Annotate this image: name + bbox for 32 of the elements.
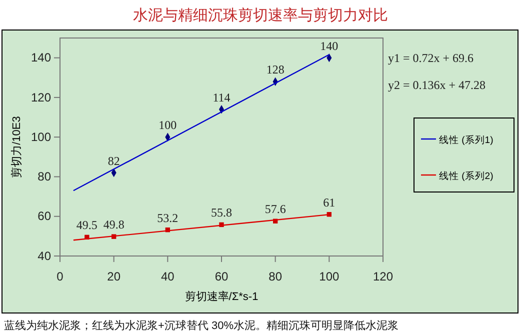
legend-label: 线性 (系列2) <box>439 170 494 182</box>
text: y1 = 0.72x + 69.6 <box>388 51 474 65</box>
data-label: 49.5 <box>76 218 98 232</box>
text: 蓝线为纯水泥浆；红线为水泥浆+沉球替代 30%水泥。精细沉珠可明显降低水泥浆 <box>4 319 398 332</box>
y-axis-title: 剪切力/10E3 <box>10 116 23 178</box>
text: y2 = 0.136x + 47.28 <box>388 78 486 92</box>
chart-title: 水泥与精细沉珠剪切速率与剪切力对比 <box>133 7 388 24</box>
data-label: 128 <box>266 62 284 77</box>
data-label: 82 <box>108 154 120 168</box>
y-tick-label: 140 <box>30 50 52 65</box>
data-label: 57.6 <box>264 202 286 216</box>
x-tick-label: 60 <box>214 270 228 284</box>
data-label: 53.2 <box>157 210 178 225</box>
x-tick-label: 20 <box>107 270 121 284</box>
x-tick-label: 120 <box>372 270 394 284</box>
data-label: 140 <box>320 38 338 53</box>
x-tick-label: 80 <box>268 270 282 284</box>
data-label: 100 <box>158 118 177 132</box>
y-tick-label: 120 <box>30 90 52 104</box>
x-axis-title: 剪切速率/Σ*s-1 <box>184 290 258 303</box>
x-tick-label: 100 <box>319 270 340 284</box>
y-tick-label: 100 <box>30 130 52 144</box>
legend-label: 线性 (系列1) <box>439 134 494 146</box>
data-label: 61 <box>323 195 336 210</box>
data-label: 49.8 <box>103 218 124 232</box>
y-tick-label: 80 <box>38 170 52 184</box>
data-label: 55.8 <box>211 206 232 220</box>
x-tick-label: 0 <box>56 270 64 284</box>
y-tick-label: 60 <box>38 209 52 224</box>
y-tick-label: 40 <box>38 248 52 263</box>
x-tick-label: 40 <box>160 270 175 284</box>
data-label: 114 <box>212 90 230 104</box>
